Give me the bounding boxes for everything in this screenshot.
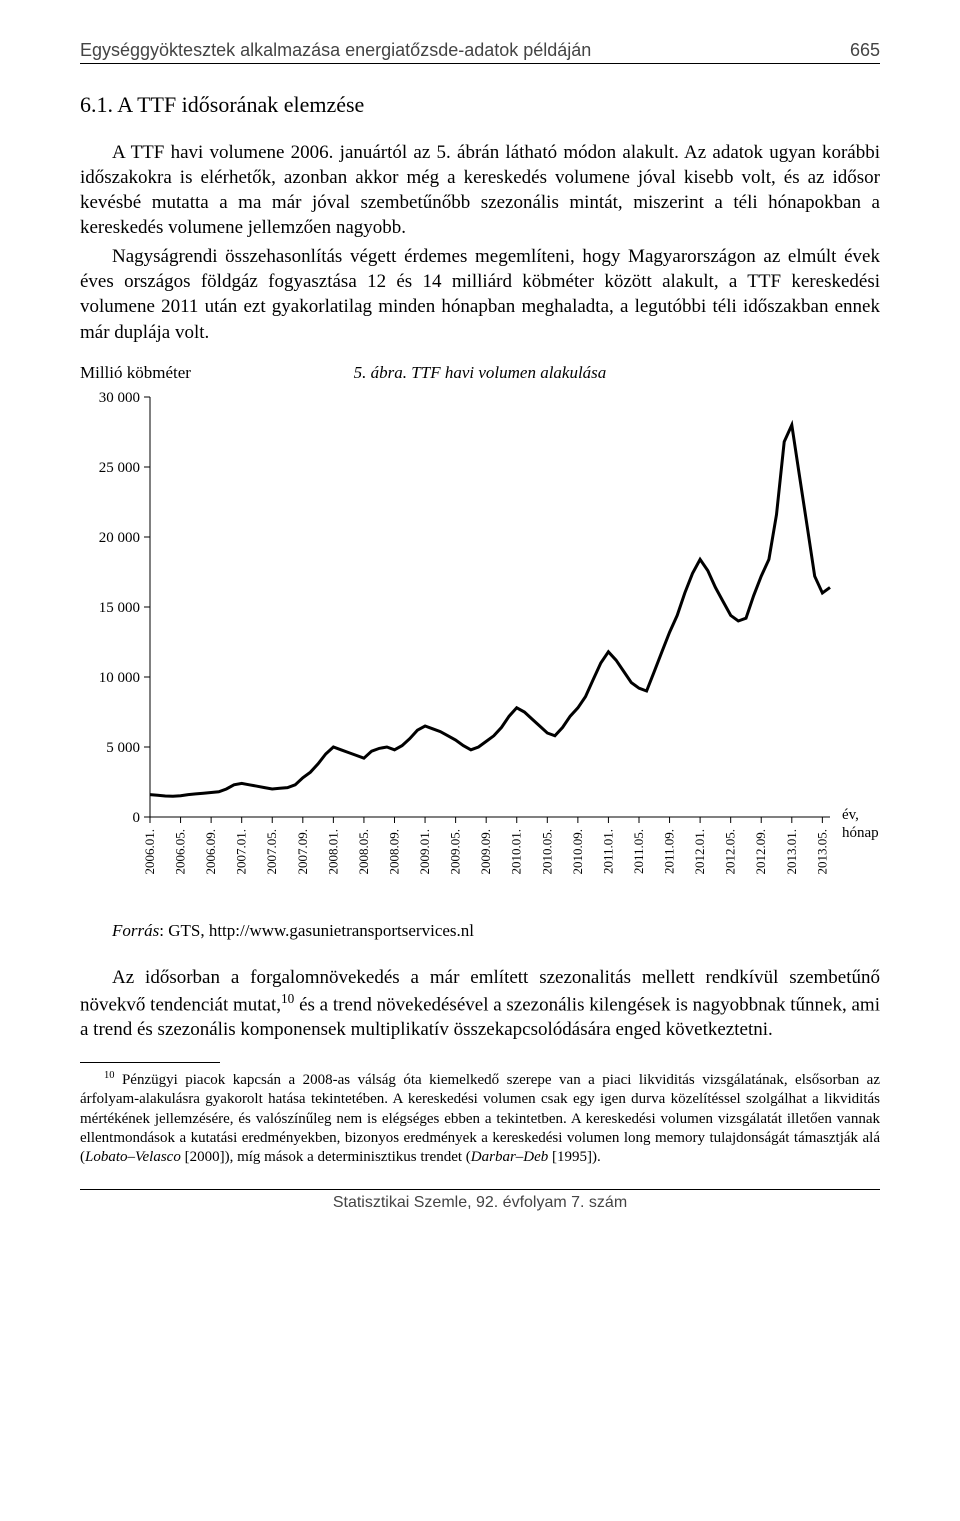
- svg-text:15 000: 15 000: [99, 600, 140, 616]
- svg-text:hónap: hónap: [842, 825, 879, 841]
- ttf-line-chart: 0 5 000 10 000 15 000 20 000 25 000 30 000 2006…: [80, 387, 880, 907]
- svg-text:2007.05.: 2007.05.: [264, 829, 279, 875]
- svg-text:2010.09.: 2010.09.: [570, 829, 585, 875]
- svg-text:2012.05.: 2012.05.: [723, 829, 738, 875]
- svg-text:2011.01.: 2011.01.: [600, 829, 615, 874]
- svg-text:10 000: 10 000: [99, 670, 140, 686]
- footnote-10: 10 Pénzügyi piacok kapcsán a 2008-as vál…: [80, 1069, 880, 1167]
- footnote-rule: [80, 1062, 220, 1063]
- svg-text:30 000: 30 000: [99, 390, 140, 406]
- svg-text:2013.01.: 2013.01.: [784, 829, 799, 875]
- svg-text:2007.09.: 2007.09.: [295, 829, 310, 875]
- svg-text:2009.09.: 2009.09.: [478, 829, 493, 875]
- footer-text: Statisztikai Szemle, 92. évfolyam 7. szá…: [80, 1194, 880, 1212]
- svg-text:2009.05.: 2009.05.: [448, 829, 463, 875]
- svg-text:2011.09.: 2011.09.: [662, 829, 677, 874]
- svg-text:2006.01.: 2006.01.: [142, 829, 157, 875]
- svg-text:év,: év,: [842, 807, 859, 823]
- footnote-marker: 10: [104, 1070, 115, 1081]
- page-number: 665: [850, 40, 880, 61]
- svg-text:2008.09.: 2008.09.: [386, 829, 401, 875]
- svg-text:2011.05.: 2011.05.: [631, 829, 646, 874]
- svg-text:2013.05.: 2013.05.: [814, 829, 829, 875]
- svg-text:2006.09.: 2006.09.: [203, 829, 218, 875]
- section-heading: 6.1. A TTF idősorának elemzése: [80, 92, 880, 118]
- source-label: Forrás: [112, 921, 159, 940]
- svg-text:2007.01.: 2007.01.: [234, 829, 249, 875]
- figure-caption: 5. ábra. TTF havi volumen alakulása: [80, 363, 880, 383]
- source-text: : GTS, http://www.gasunietransportservic…: [159, 921, 474, 940]
- body-paragraph-3: Az idősorban a forgalomnövekedés a már e…: [80, 965, 880, 1043]
- footer-rule: [80, 1189, 880, 1190]
- svg-text:2006.05.: 2006.05.: [173, 829, 188, 875]
- svg-text:25 000: 25 000: [99, 460, 140, 476]
- figure-source: Forrás: GTS, http://www.gasunietransport…: [80, 921, 880, 941]
- svg-text:2008.01.: 2008.01.: [325, 829, 340, 875]
- running-head: Egységgyöktesztek alkalmazása energiatőz…: [80, 40, 591, 61]
- svg-text:2010.01.: 2010.01.: [509, 829, 524, 875]
- svg-text:2012.09.: 2012.09.: [753, 829, 768, 875]
- figure-caption-row: Millió köbméter 5. ábra. TTF havi volume…: [80, 363, 880, 383]
- body-paragraph-1: A TTF havi volumene 2006. januártól az 5…: [80, 140, 880, 240]
- svg-text:2008.05.: 2008.05.: [356, 829, 371, 875]
- page-header: Egységgyöktesztek alkalmazása energiatőz…: [80, 40, 880, 64]
- svg-text:20 000: 20 000: [99, 530, 140, 546]
- body-paragraph-2: Nagyságrendi összehasonlítás végett érde…: [80, 244, 880, 344]
- svg-text:2010.05.: 2010.05.: [539, 829, 554, 875]
- footnote-ref-10: 10: [281, 991, 294, 1006]
- chart-container: 0 5 000 10 000 15 000 20 000 25 000 30 000 2006…: [80, 387, 880, 907]
- svg-text:2012.01.: 2012.01.: [692, 829, 707, 875]
- svg-text:2009.01.: 2009.01.: [417, 829, 432, 875]
- svg-text:5 000: 5 000: [106, 740, 140, 756]
- svg-text:0: 0: [133, 810, 141, 826]
